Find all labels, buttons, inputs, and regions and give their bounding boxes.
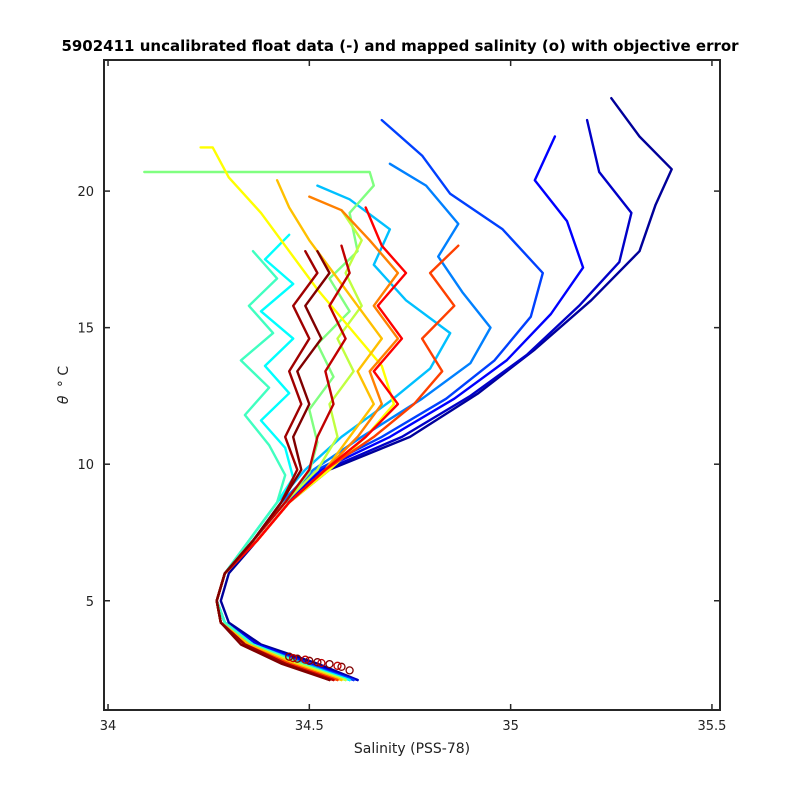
profile-line-17: [215, 250, 331, 682]
mapped-salinity-marker-1-2: [293, 654, 302, 663]
mapped-salinity-marker-2-4: [333, 661, 342, 670]
x-tick-label: 35: [502, 719, 519, 734]
y-axis-label-unit: ° C: [56, 366, 72, 387]
x-axis-label: Salinity (PSS-78): [354, 741, 470, 757]
plot-area: [104, 60, 720, 710]
x-tick-label: 34.5: [295, 719, 324, 734]
profile-line-1: [219, 97, 673, 682]
chart-title: 5902411 uncalibrated float data (-) and …: [61, 37, 739, 55]
x-tick-label: 34: [100, 719, 117, 734]
mapped-salinity-marker-1-3: [305, 656, 314, 665]
mapped-salinity-marker-1-1: [285, 652, 294, 661]
mapped-salinity-marker-1-6: [337, 662, 346, 671]
profile-line-8: [215, 250, 347, 682]
y-axis-label: θ ° C: [56, 366, 72, 404]
tick-layer: 34 34.5 35 35.5 5 10 15 20: [77, 60, 726, 734]
y-axis-label-symbol: θ: [56, 395, 72, 404]
mapped-salinity-marker-1-4: [313, 658, 322, 667]
y-tick-label: 15: [77, 322, 94, 337]
mapped-salinity-marker-1-5: [325, 659, 334, 669]
profile-line-18: [215, 250, 331, 682]
mapped-salinity-marker-1-7: [345, 666, 354, 675]
y-tick-label: 20: [77, 185, 94, 200]
y-tick-label: 10: [77, 458, 94, 473]
mapped-salinity-marker-2-1: [289, 653, 298, 663]
mapped-salinity-marker-2-2: [301, 655, 310, 664]
x-tick-label: 35.5: [697, 719, 726, 734]
series-layer: [143, 97, 673, 682]
plot-frame: [103, 59, 721, 711]
y-tick-label: 5: [86, 595, 94, 610]
mapped-salinity-markers: [285, 652, 354, 675]
mapped-salinity-marker-2-3: [317, 658, 326, 668]
